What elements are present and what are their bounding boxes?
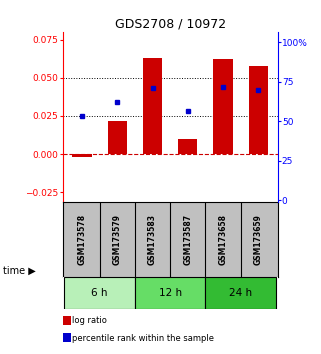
Bar <box>108 121 127 154</box>
Text: time ▶: time ▶ <box>3 266 36 276</box>
Text: GSM173659: GSM173659 <box>254 214 263 265</box>
Bar <box>64 277 135 309</box>
Text: log ratio: log ratio <box>72 316 107 325</box>
Text: GSM173587: GSM173587 <box>183 214 192 265</box>
Text: 6 h: 6 h <box>91 288 108 298</box>
Bar <box>135 277 205 309</box>
Bar <box>205 277 276 309</box>
Text: 24 h: 24 h <box>229 288 252 298</box>
Text: percentile rank within the sample: percentile rank within the sample <box>72 333 214 343</box>
Text: GSM173579: GSM173579 <box>113 214 122 265</box>
Text: GSM173583: GSM173583 <box>148 214 157 265</box>
Title: GDS2708 / 10972: GDS2708 / 10972 <box>115 18 226 31</box>
Bar <box>72 154 92 157</box>
Text: GSM173578: GSM173578 <box>77 214 86 265</box>
Bar <box>178 139 197 154</box>
Bar <box>248 65 268 154</box>
Bar <box>143 58 162 154</box>
Text: GSM173658: GSM173658 <box>219 214 228 265</box>
Text: 12 h: 12 h <box>159 288 182 298</box>
Bar <box>213 59 233 154</box>
